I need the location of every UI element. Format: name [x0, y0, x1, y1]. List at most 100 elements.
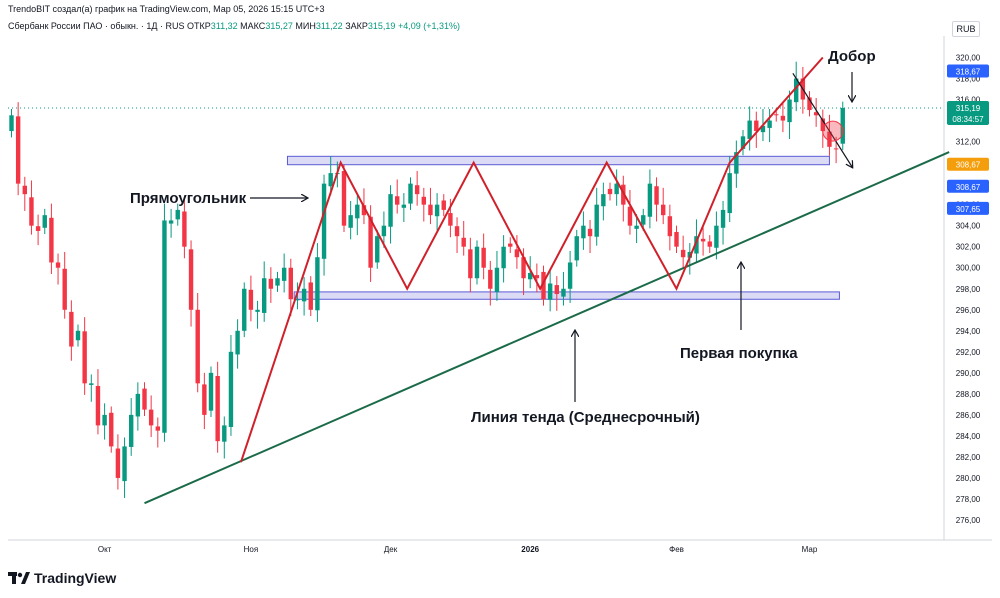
- candle: [607, 182, 613, 201]
- candle-body: [787, 99, 792, 123]
- candle: [514, 235, 520, 269]
- candle-body: [547, 283, 553, 300]
- candle: [408, 177, 413, 210]
- candle-body: [607, 188, 613, 195]
- candle: [414, 171, 420, 206]
- price-axis: 276,00 278,00 280,00 282,00 284,00 286,00 288,…: [947, 54, 989, 525]
- candle-body: [840, 107, 845, 144]
- tradingview-brand[interactable]: TradingView: [8, 570, 116, 586]
- candle-body: [641, 215, 646, 225]
- candle: [720, 200, 726, 245]
- candle-body: [168, 220, 174, 224]
- candle: [714, 211, 719, 260]
- candle: [567, 250, 573, 303]
- candle-body: [368, 216, 373, 268]
- candle: [321, 174, 327, 276]
- candle-body: [262, 278, 267, 313]
- candle: [547, 269, 553, 312]
- candle: [680, 235, 686, 269]
- candle-body: [827, 131, 832, 147]
- candle-body: [122, 446, 127, 482]
- chart-credit: TrendoBIT создал(а) график на TradingVie…: [8, 4, 325, 14]
- candle: [587, 219, 593, 254]
- candle: [700, 227, 706, 256]
- candle-body: [195, 309, 200, 384]
- candle: [242, 282, 247, 338]
- candle: [428, 187, 433, 225]
- candle-body: [461, 237, 466, 247]
- candle-body: [481, 247, 486, 268]
- last-price-bg: [947, 101, 989, 126]
- candle-body: [29, 197, 34, 226]
- candle-body: [720, 209, 726, 228]
- candle: [401, 193, 407, 223]
- price-tick-label: 316,00: [956, 96, 981, 105]
- high-label: МАКС: [240, 21, 266, 31]
- candle: [674, 225, 679, 254]
- candle-body: [521, 257, 526, 279]
- candle-body: [62, 268, 67, 310]
- candle: [222, 416, 227, 459]
- candle: [434, 193, 440, 231]
- candle: [534, 263, 540, 293]
- drawings: [144, 56, 950, 505]
- candle-body: [89, 383, 94, 385]
- price-tick-label: 286,00: [956, 411, 981, 420]
- candle-body: [208, 372, 214, 411]
- candle: [188, 240, 194, 327]
- candle-body: [375, 236, 380, 263]
- price-tick-label: 312,00: [956, 138, 981, 147]
- candle: [248, 275, 254, 322]
- candle: [301, 277, 307, 316]
- candle-body: [740, 136, 746, 149]
- candle-body: [129, 414, 134, 447]
- candle: [281, 253, 287, 293]
- add-annotation: Добор: [828, 48, 876, 65]
- candle: [162, 203, 167, 442]
- price-tick-label: 288,00: [956, 390, 981, 399]
- candle: [89, 374, 94, 402]
- candle-body: [734, 152, 739, 174]
- time-tick-label: Мар: [802, 545, 818, 554]
- blue-price-label-1-bg: [947, 179, 989, 193]
- candle-body: [388, 194, 393, 227]
- candle: [667, 204, 673, 251]
- candle: [308, 276, 313, 317]
- candle: [135, 382, 141, 431]
- candle: [328, 156, 333, 196]
- candle-body: [614, 183, 619, 195]
- price-tick-label: 284,00: [956, 432, 981, 441]
- candle-body: [22, 185, 27, 195]
- price-tick-label: 292,00: [956, 348, 981, 357]
- price-tick-label: 290,00: [956, 369, 981, 378]
- candle-body: [820, 118, 825, 132]
- candle-body: [381, 225, 387, 237]
- candle-body: [182, 211, 187, 247]
- candle: [75, 324, 81, 347]
- first-buy-annotation: Первая покупка: [680, 345, 798, 362]
- candle-body: [727, 173, 732, 214]
- candle-body: [574, 236, 579, 261]
- close-value: 315,19: [367, 21, 396, 31]
- candle-body: [202, 384, 207, 415]
- candle-body: [242, 288, 247, 331]
- blue-price-label-1: 308,67: [956, 183, 981, 192]
- currency-button[interactable]: RUB: [952, 21, 980, 37]
- candle-body: [321, 183, 327, 259]
- candle: [69, 300, 74, 361]
- candle-body: [315, 257, 320, 311]
- change-value: +4,09 (+1,31%): [397, 21, 460, 31]
- price-tick-label: 302,00: [956, 243, 981, 252]
- candles: [9, 61, 845, 498]
- candle-body: [9, 115, 14, 132]
- candle-body: [674, 231, 679, 247]
- open-label: ОТКР: [187, 21, 211, 31]
- candle: [15, 102, 21, 196]
- candle: [528, 256, 533, 289]
- candle: [155, 417, 160, 448]
- candle-body: [694, 236, 699, 254]
- candle: [55, 253, 61, 285]
- candle-body: [561, 288, 566, 297]
- price-tick-label: 318,00: [956, 75, 981, 84]
